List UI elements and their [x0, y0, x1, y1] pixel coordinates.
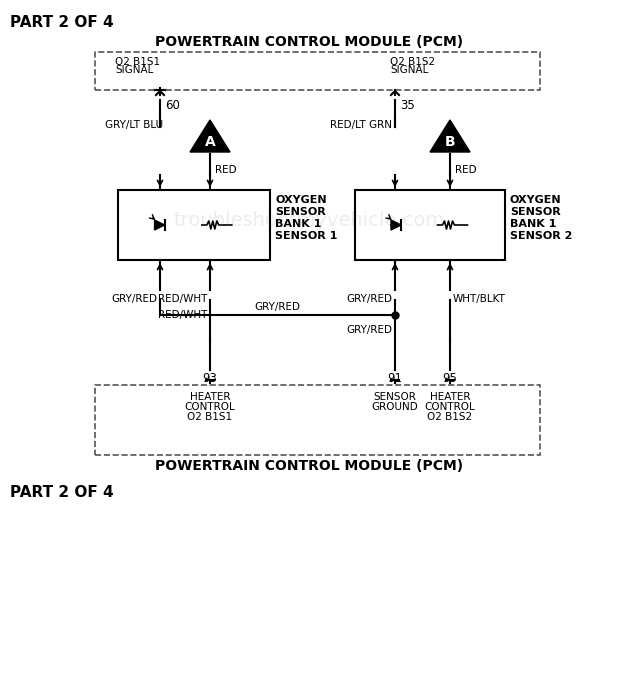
Text: RED: RED — [215, 165, 237, 175]
Text: troubleshootmyvehicle.com: troubleshootmyvehicle.com — [174, 211, 444, 230]
Text: SENSOR 1: SENSOR 1 — [275, 231, 337, 241]
Text: GRY/RED: GRY/RED — [346, 294, 392, 304]
Text: O2 B1S2: O2 B1S2 — [390, 57, 435, 67]
Text: SIGNAL: SIGNAL — [390, 65, 428, 75]
Text: SIGNAL: SIGNAL — [115, 65, 153, 75]
Bar — [355, 190, 505, 260]
Text: 60: 60 — [165, 99, 180, 112]
Text: PART 2 OF 4: PART 2 OF 4 — [10, 485, 114, 500]
Polygon shape — [430, 120, 470, 152]
Text: SENSOR: SENSOR — [510, 207, 561, 217]
Bar — [95, 52, 540, 90]
Text: 35: 35 — [400, 99, 415, 112]
Text: GRY/RED: GRY/RED — [255, 302, 300, 312]
Text: RED/WHT: RED/WHT — [158, 294, 207, 304]
Text: O2 B1S1: O2 B1S1 — [187, 412, 232, 422]
Text: GROUND: GROUND — [371, 402, 418, 412]
Polygon shape — [391, 220, 401, 230]
Text: 91: 91 — [387, 372, 402, 385]
Bar — [118, 190, 270, 260]
Text: GRY/LT BLU: GRY/LT BLU — [105, 120, 163, 130]
Text: 93: 93 — [203, 372, 218, 385]
Text: PART 2 OF 4: PART 2 OF 4 — [10, 15, 114, 30]
Text: RED/LT GRN: RED/LT GRN — [330, 120, 392, 130]
Text: SENSOR: SENSOR — [275, 207, 326, 217]
Polygon shape — [154, 220, 164, 230]
Text: SENSOR: SENSOR — [373, 392, 417, 402]
Text: B: B — [445, 135, 455, 149]
Text: CONTROL: CONTROL — [425, 402, 475, 412]
Text: HEATER: HEATER — [190, 392, 231, 402]
Text: A: A — [205, 135, 216, 149]
Bar — [95, 385, 540, 455]
Text: O2 B1S1: O2 B1S1 — [115, 57, 160, 67]
Text: POWERTRAIN CONTROL MODULE (PCM): POWERTRAIN CONTROL MODULE (PCM) — [155, 35, 463, 49]
Polygon shape — [190, 120, 230, 152]
Text: GRY/RED: GRY/RED — [346, 325, 392, 335]
Text: RED: RED — [455, 165, 476, 175]
Text: GRY/RED: GRY/RED — [111, 294, 157, 304]
Text: WHT/BLKT: WHT/BLKT — [453, 294, 506, 304]
Text: CONTROL: CONTROL — [185, 402, 235, 412]
Text: POWERTRAIN CONTROL MODULE (PCM): POWERTRAIN CONTROL MODULE (PCM) — [155, 459, 463, 473]
Text: SENSOR 2: SENSOR 2 — [510, 231, 572, 241]
Text: O2 B1S2: O2 B1S2 — [428, 412, 473, 422]
Text: 95: 95 — [442, 372, 457, 385]
Text: BANK 1: BANK 1 — [510, 219, 556, 229]
Text: HEATER: HEATER — [430, 392, 470, 402]
Text: OXYGEN: OXYGEN — [510, 195, 562, 205]
Text: RED/WHT: RED/WHT — [158, 310, 207, 320]
Text: OXYGEN: OXYGEN — [275, 195, 327, 205]
Text: BANK 1: BANK 1 — [275, 219, 321, 229]
